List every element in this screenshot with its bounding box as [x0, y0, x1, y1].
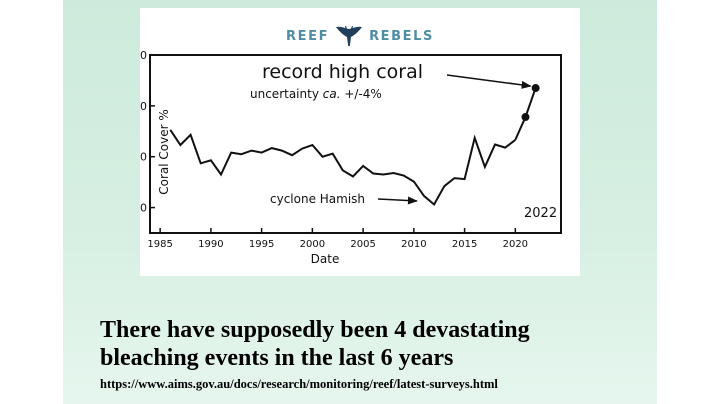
x-tick-label: 2010: [401, 239, 426, 250]
headline-line-1: There have supposedly been 4 devastating: [100, 317, 530, 343]
cyclone-hamish-annotation: cyclone Hamish: [270, 192, 365, 206]
data-point-marker: [521, 113, 530, 122]
brand-right-word: REBELS: [369, 28, 434, 44]
chart-card: REEF REBELS 1985 1990 1995 2000 2005 2010 2015…: [140, 8, 580, 276]
x-tick-label: 2015: [452, 239, 477, 250]
x-tick-label: 2005: [350, 239, 375, 250]
brand-left-word: REEF: [286, 28, 330, 44]
source-url: https://www.aims.gov.au/docs/research/mo…: [100, 377, 498, 391]
coral-cover-chart: 1985 1990 1995 2000 2005 2010 2015 2020 10 20 30 40…: [140, 49, 562, 266]
uncertainty-annotation: uncertainty ca. +/-4%: [250, 87, 382, 101]
cyclone-hamish-arrow: [377, 196, 418, 205]
y-axis-label: Coral Cover %: [157, 109, 171, 195]
coral-cover-line: [169, 129, 516, 207]
year-2022-label: 2022: [524, 206, 557, 221]
manta-ray-icon: [336, 25, 363, 46]
headline: There have supposedly been 4 devastating…: [100, 316, 620, 372]
x-tick-label: 2020: [503, 239, 528, 250]
data-point-marker: [531, 84, 540, 93]
y-tick-label: 40: [140, 49, 147, 62]
record-high-arrow: [446, 74, 532, 89]
record-high-annotation: record high coral: [262, 61, 423, 83]
x-tick-label: 1985: [147, 239, 172, 250]
y-tick-label: 30: [140, 100, 147, 113]
plot-frame: [149, 54, 562, 234]
reef-rebels-logo: REEF REBELS: [140, 19, 580, 53]
x-tick-label: 1990: [198, 239, 223, 250]
x-axis-label: Date: [311, 252, 340, 266]
x-tick-label: 2000: [300, 239, 325, 250]
x-tick-label: 1995: [249, 239, 274, 250]
headline-line-2: bleaching events in the last 6 years: [100, 345, 454, 371]
y-tick-label: 20: [140, 151, 147, 164]
y-tick-label: 10: [140, 202, 147, 215]
